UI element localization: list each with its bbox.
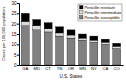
bar xyxy=(101,42,109,44)
y-tick-mark xyxy=(17,44,19,45)
y-tick: 15 xyxy=(11,32,19,37)
y-tick-mark xyxy=(17,3,19,4)
y-tick-label: 30 xyxy=(11,1,17,6)
legend-swatch xyxy=(80,11,84,15)
y-tick: 30 xyxy=(11,1,19,6)
legend-label: Penicillin resistant xyxy=(85,6,116,10)
bar xyxy=(113,46,121,48)
x-tick: OR xyxy=(68,65,74,71)
x-tick-label: OR xyxy=(68,66,74,71)
y-tick-label: 5 xyxy=(14,53,17,58)
bar xyxy=(113,48,121,65)
bar xyxy=(21,22,29,26)
bar xyxy=(90,40,98,42)
y-tick-label: 15 xyxy=(11,32,17,37)
x-tick-label: CA xyxy=(102,66,108,71)
y-tick-mark xyxy=(17,34,19,35)
legend: Penicillin resistantPenicillin intermedi… xyxy=(78,4,122,21)
y-tick: 10 xyxy=(11,42,19,47)
legend-label: Penicillin susceptible xyxy=(85,16,120,20)
y-tick-mark xyxy=(17,55,19,56)
series xyxy=(21,13,120,46)
y-tick: 5 xyxy=(14,53,19,58)
chart: 0 5 10 15 20 25 30 GA MD CT TN OR MN NY CA CO Penicillin… xyxy=(0,0,126,80)
y-tick: 20 xyxy=(11,22,19,27)
bar xyxy=(78,34,86,38)
y-tick-label: 10 xyxy=(11,42,17,47)
legend-swatch xyxy=(80,6,84,10)
x-tick: CA xyxy=(102,65,108,71)
bar xyxy=(78,40,86,65)
bar xyxy=(44,32,52,65)
x-tick: MN xyxy=(79,65,86,71)
x-tick-label: GA xyxy=(22,66,28,71)
y-axis-line xyxy=(17,4,20,66)
bar xyxy=(90,42,98,65)
x-axis: GA MD CT TN OR MN NY CA CO xyxy=(20,65,124,71)
legend-swatch xyxy=(80,16,84,20)
x-tick-label: CT xyxy=(45,66,51,71)
bar xyxy=(67,30,75,35)
x-tick: CO xyxy=(114,65,121,71)
y-axis-title: Cases per 100,000 population xyxy=(1,7,6,60)
x-tick-label: MD xyxy=(33,66,40,71)
series xyxy=(21,26,120,65)
bar xyxy=(33,30,41,65)
legend-box xyxy=(78,4,122,21)
bar xyxy=(67,38,75,65)
bar xyxy=(101,39,109,42)
bar xyxy=(101,44,109,65)
bar xyxy=(56,33,64,36)
bar xyxy=(78,38,86,40)
y-tick-mark xyxy=(17,24,19,25)
x-tick-label: TN xyxy=(57,66,63,71)
y-tick-label: 0 xyxy=(14,63,17,68)
x-tick: TN xyxy=(57,65,63,71)
bar xyxy=(67,35,75,38)
bar xyxy=(21,26,29,65)
x-tick: NY xyxy=(91,65,97,71)
y-axis: 0 5 10 15 20 25 30 xyxy=(11,1,19,68)
plot: 0 5 10 15 20 25 30 GA MD CT TN OR MN NY CA CO Penicillin… xyxy=(11,1,123,71)
bar xyxy=(44,23,52,29)
y-tick-label: 25 xyxy=(11,11,17,16)
x-tick-label: NY xyxy=(91,66,97,71)
x-tick: MD xyxy=(33,65,40,71)
bar xyxy=(44,29,52,32)
x-tick-label: MN xyxy=(79,66,86,71)
y-tick-label: 20 xyxy=(11,22,17,27)
y-tick: 25 xyxy=(11,11,19,16)
y-tick-mark xyxy=(17,13,19,14)
bar xyxy=(33,20,41,26)
x-tick: CT xyxy=(45,65,51,71)
legend-label: Penicillin intermediate xyxy=(85,11,122,15)
bar xyxy=(90,36,98,40)
x-tick-label: CO xyxy=(114,66,121,71)
y-tick-mark xyxy=(17,65,19,66)
bar xyxy=(113,43,121,46)
x-axis-title: U.S. States xyxy=(60,74,84,79)
bar xyxy=(33,26,41,30)
y-tick: 0 xyxy=(14,63,19,68)
bar xyxy=(21,13,29,21)
bar xyxy=(56,27,64,33)
bar xyxy=(56,36,64,65)
x-tick: GA xyxy=(22,65,28,71)
